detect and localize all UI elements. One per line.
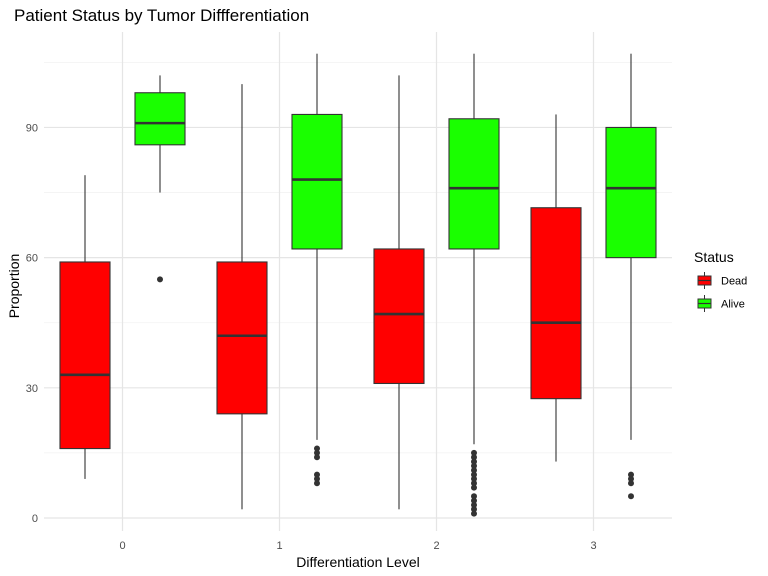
box-alive-1: [291, 53, 343, 487]
y-tick-label: 90: [26, 122, 38, 134]
outlier-point: [471, 458, 477, 465]
x-tick-label: 1: [276, 540, 282, 552]
box-iqr: [216, 261, 268, 415]
outlier-point: [471, 462, 477, 469]
box-iqr: [59, 261, 111, 450]
outlier-point: [628, 493, 634, 500]
box-iqr: [134, 92, 186, 146]
outlier-point: [471, 471, 477, 478]
box-dead-2: [373, 75, 425, 510]
outlier-point: [314, 471, 320, 478]
plot-area: [59, 53, 657, 517]
outlier-point: [471, 454, 477, 461]
outlier-point: [471, 475, 477, 482]
y-tick-label: 0: [32, 513, 38, 525]
x-tick-label: 0: [119, 540, 125, 552]
outlier-point: [471, 467, 477, 474]
legend-title: Status: [694, 249, 734, 265]
box-iqr: [605, 126, 657, 259]
box-iqr: [291, 113, 343, 250]
outlier-point: [471, 493, 477, 500]
x-tick-label: 2: [433, 540, 439, 552]
box-iqr: [530, 207, 582, 400]
y-axis-title: Proportion: [6, 254, 22, 319]
box-dead-3: [530, 114, 582, 462]
y-tick-label: 30: [26, 383, 38, 395]
outlier-point: [314, 480, 320, 487]
legend-label: Alive: [721, 299, 745, 311]
outlier-point: [471, 480, 477, 487]
box-alive-3: [605, 53, 657, 500]
outlier-point: [471, 510, 477, 517]
box-alive-0: [134, 75, 186, 283]
outlier-point: [471, 484, 477, 491]
outlier-point: [471, 506, 477, 513]
outlier-point: [314, 445, 320, 452]
outlier-point: [314, 449, 320, 456]
legend-item-alive: Alive: [697, 295, 745, 312]
chart-title: Patient Status by Tumor Diffferentiation: [14, 6, 309, 25]
legend: Status Dead Alive: [694, 249, 747, 312]
box-iqr: [373, 248, 425, 385]
y-tick-label: 60: [26, 253, 38, 265]
outlier-point: [628, 471, 634, 478]
x-axis: 0 1 2 3: [119, 540, 596, 552]
outlier-point: [157, 276, 163, 283]
box-dead-0: [59, 175, 111, 479]
x-tick-label: 3: [590, 540, 596, 552]
outlier-point: [628, 480, 634, 487]
outlier-point: [471, 501, 477, 508]
outlier-point: [314, 454, 320, 461]
legend-item-dead: Dead: [697, 272, 747, 289]
outlier-point: [471, 449, 477, 456]
box-alive-2: [448, 53, 500, 517]
y-axis: 0 30 60 90: [26, 122, 38, 525]
box-dead-1: [216, 84, 268, 510]
outlier-point: [471, 497, 477, 504]
box-iqr: [448, 118, 500, 250]
x-axis-title: Differentiation Level: [296, 554, 419, 570]
outlier-point: [314, 475, 320, 482]
outlier-point: [628, 475, 634, 482]
grid: [44, 32, 672, 531]
legend-label: Dead: [721, 276, 747, 288]
